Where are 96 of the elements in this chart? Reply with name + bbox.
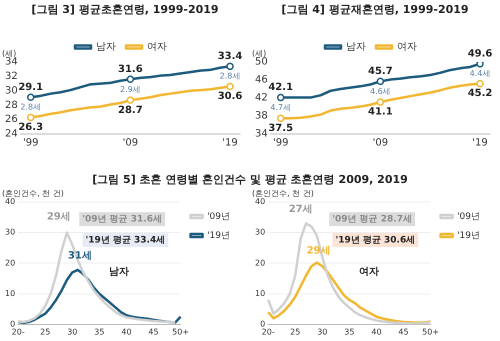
x-tick-label: 30 xyxy=(67,327,78,336)
data-label: 45.2 xyxy=(468,88,492,100)
y-axis-title: (세) xyxy=(2,49,16,58)
y-tick-label: 32 xyxy=(4,70,18,82)
point xyxy=(476,80,484,88)
annotation: 29세 xyxy=(306,246,330,257)
y-tick-label: 0 xyxy=(260,319,266,328)
y-tick-label: 30 xyxy=(4,85,18,96)
point xyxy=(26,114,34,122)
data-label: 28.7 xyxy=(118,104,143,116)
data-label: 30.6 xyxy=(218,91,242,102)
y-tick-label: 30 xyxy=(254,228,266,237)
point xyxy=(126,76,134,84)
point xyxy=(226,82,234,90)
annotation: 4.7세 xyxy=(270,102,292,112)
x-tick-label: 35 xyxy=(94,327,104,336)
y-tick-label: 0 xyxy=(10,319,16,328)
y-tick-label: 28 xyxy=(4,100,18,111)
x-tick-label: 20- xyxy=(12,327,25,336)
x-tick-label: '19 xyxy=(222,138,238,149)
x-tick-label: 25 xyxy=(290,327,300,336)
y-tick-label: 10 xyxy=(254,288,266,298)
x-tick-label: 20- xyxy=(262,327,275,336)
y-tick-label: 26 xyxy=(4,114,18,126)
legend-label: '09년 xyxy=(207,212,230,222)
y-tick-label: 24 xyxy=(4,128,18,140)
annotation: 남자 xyxy=(108,266,129,278)
y-tick-label: 40 xyxy=(4,197,16,206)
data-label: 29.1 xyxy=(18,82,44,93)
y-tick-label: 40 xyxy=(254,197,266,206)
x-tick-label: 50+ xyxy=(172,327,190,336)
point xyxy=(376,78,384,86)
data-label: 37.5 xyxy=(268,122,294,134)
y-tick-label: 50 xyxy=(254,56,268,68)
x-tick-label: 50+ xyxy=(422,327,440,336)
annotation: 2.8세 xyxy=(20,102,42,112)
y-axis-title: (혼인건수, 천 건) xyxy=(252,189,314,198)
data-label: 26.3 xyxy=(18,122,44,134)
y-tick-label: 42 xyxy=(254,92,268,104)
x-tick-label: 40 xyxy=(121,327,132,336)
point xyxy=(476,62,484,68)
legend-label: 남자 xyxy=(346,42,366,53)
data-label: 45.7 xyxy=(368,66,393,77)
y-tick-label: 10 xyxy=(4,288,16,298)
annotation: 2.8세 xyxy=(220,71,240,80)
x-tick-label: '09 xyxy=(122,138,138,149)
annotation: '19년 평균 30.6세 xyxy=(335,235,416,246)
legend-label: 여자 xyxy=(147,42,167,53)
x-tick-label: '99 xyxy=(272,138,288,149)
annotation: 31세 xyxy=(68,250,92,262)
annotation: 27세 xyxy=(288,204,313,215)
x-tick-label: 25 xyxy=(40,327,50,336)
y-tick-label: 46 xyxy=(254,74,268,86)
annotation: 4.6세 xyxy=(370,86,391,96)
data-label: 41.1 xyxy=(368,106,393,118)
data-label: 42.1 xyxy=(268,82,294,94)
annotation: '09년 평균 31.6세 xyxy=(82,214,162,224)
annotation: 여자 xyxy=(358,266,379,278)
annotation: 2.9세 xyxy=(120,84,141,94)
x-tick-label: '19 xyxy=(472,138,488,149)
legend-label: '09년 xyxy=(457,212,480,222)
x-tick-label: '99 xyxy=(22,138,38,149)
data-label: 31.6 xyxy=(118,64,143,75)
x-tick-label: 45 xyxy=(398,327,409,336)
text: [그림 5] 초혼 연령별 혼인건수 및 평균 초혼연령 2009, 2019 xyxy=(91,172,409,188)
annotation: 29세 xyxy=(46,211,71,222)
point xyxy=(276,114,284,122)
point xyxy=(376,98,384,106)
chart-title: [그림 4] 평균재혼연령, 1999-2019 xyxy=(280,2,470,18)
legend-label: 여자 xyxy=(397,42,417,53)
data-label: 49.6 xyxy=(468,48,492,60)
data-label: 33.4 xyxy=(218,50,242,62)
x-tick-label: 30 xyxy=(317,327,328,336)
y-tick-label: 20 xyxy=(254,258,266,268)
y-tick-label: 30 xyxy=(4,228,16,237)
chart-title: [그림 3] 평균초혼연령, 1999-2019 xyxy=(30,2,220,18)
legend-label: '19년 xyxy=(457,230,480,241)
y-tick-label: 34 xyxy=(254,128,268,140)
x-tick-label: 45 xyxy=(148,327,159,336)
y-tick-label: 34 xyxy=(4,56,18,68)
annotation: '19년 평균 33.4세 xyxy=(85,235,166,246)
point xyxy=(126,96,134,104)
y-tick-label: 38 xyxy=(254,110,268,122)
y-axis-title: (세) xyxy=(252,49,266,58)
annotation: 4.4세 xyxy=(470,68,490,78)
legend-label: '19년 xyxy=(207,230,230,241)
legend-label: 남자 xyxy=(96,42,116,53)
annotation: '09년 평균 28.7세 xyxy=(332,214,412,224)
x-tick-label: 35 xyxy=(344,327,354,336)
y-tick-label: 20 xyxy=(4,258,16,268)
x-tick-label: '09 xyxy=(372,138,388,149)
point xyxy=(276,94,284,102)
x-tick-label: 40 xyxy=(371,327,382,336)
y-axis-title: (혼인건수, 천 건) xyxy=(2,189,64,198)
point xyxy=(26,94,34,102)
point xyxy=(226,62,234,70)
